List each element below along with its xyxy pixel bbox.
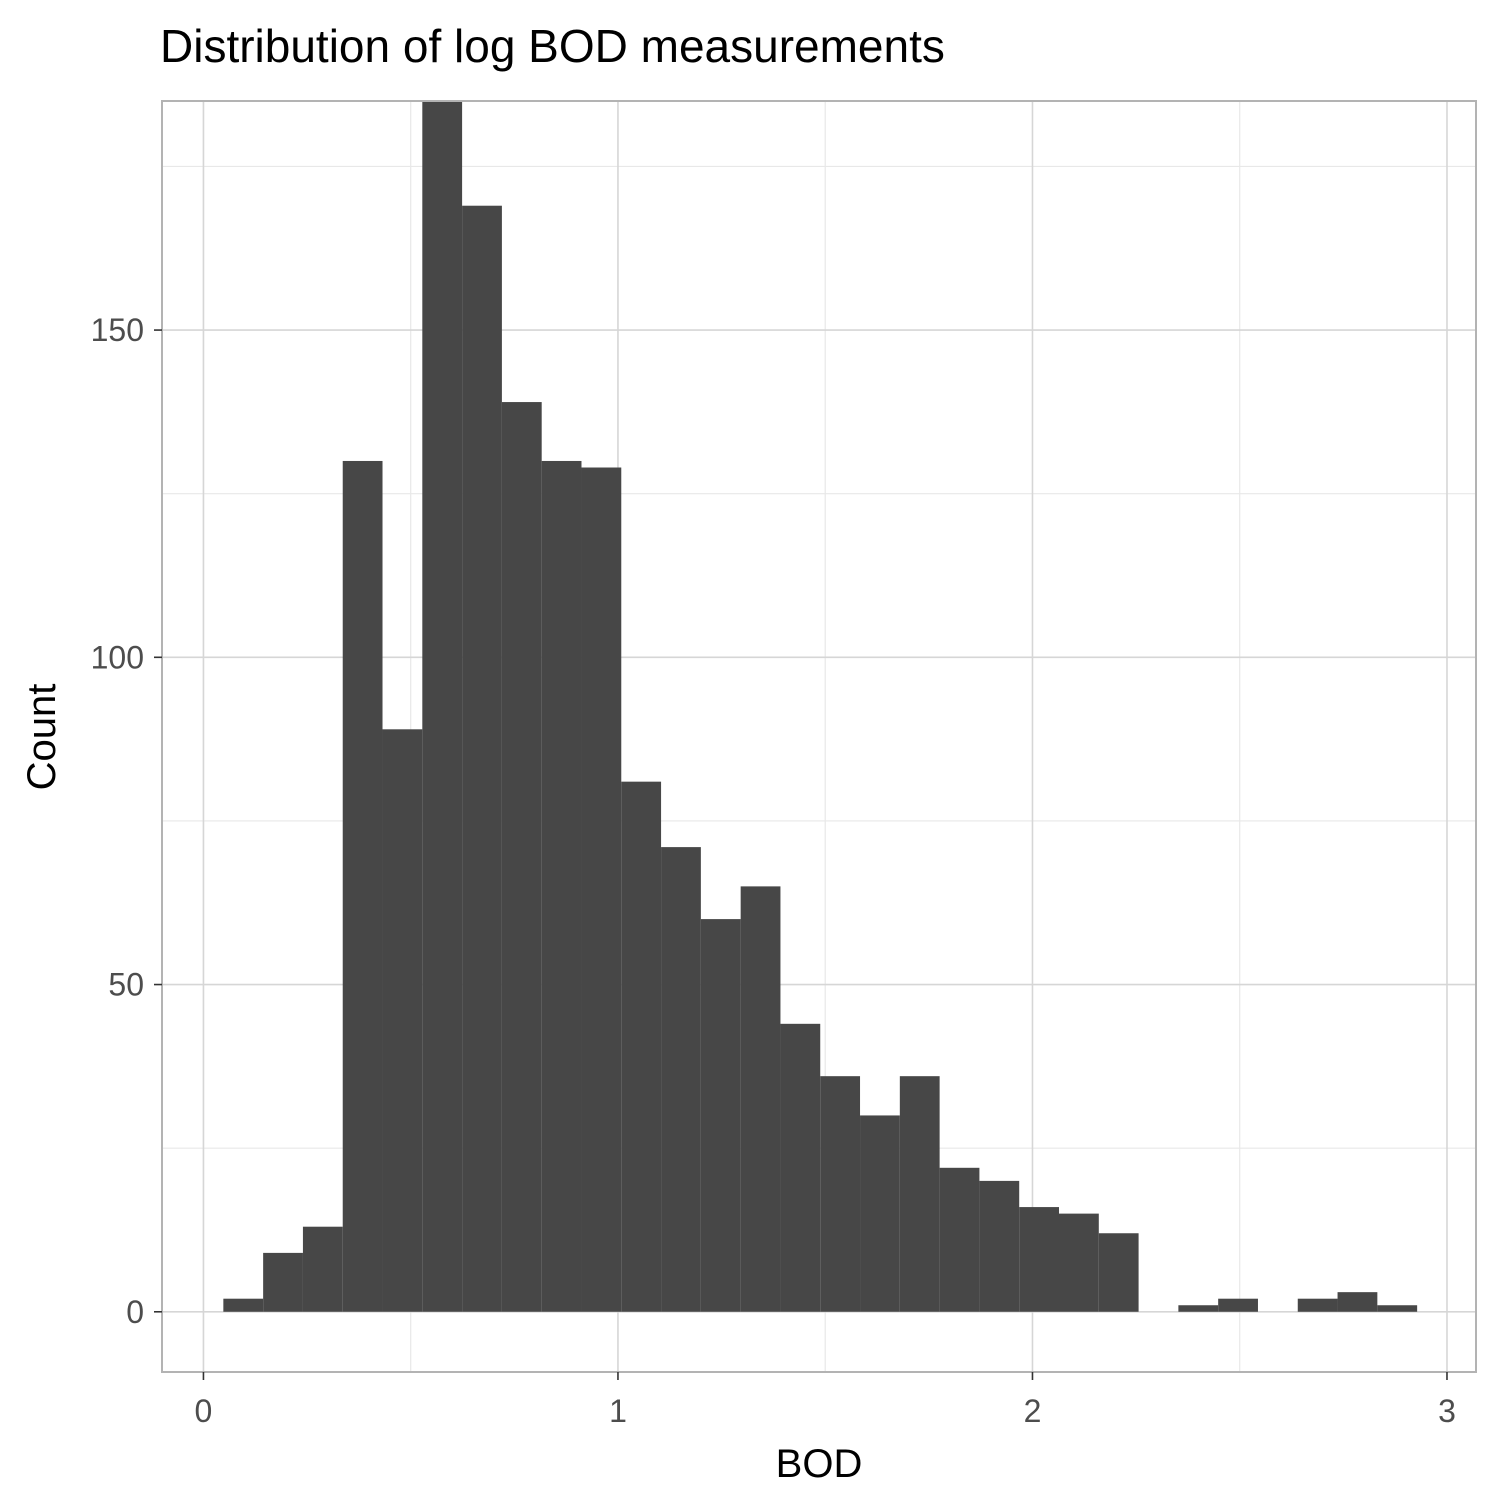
x-tick-label: 1 (609, 1393, 627, 1429)
histogram-bar (581, 467, 622, 1312)
histogram-bar (302, 1226, 343, 1312)
x-tick-label: 3 (1438, 1393, 1456, 1429)
histogram-bar (263, 1252, 303, 1312)
histogram-bar (342, 460, 383, 1312)
histogram-bar (860, 1115, 900, 1312)
histogram-bar (820, 1076, 861, 1312)
x-tick-label: 0 (195, 1393, 213, 1429)
y-tick-label: 150 (91, 312, 144, 348)
histogram-bar (740, 886, 781, 1312)
axis-ticks (154, 329, 1448, 1380)
histogram-bar (422, 101, 463, 1312)
histogram-bar (541, 460, 582, 1312)
histogram-bar (1019, 1207, 1060, 1312)
histogram-bar (462, 205, 502, 1312)
y-axis-title: Count (20, 684, 64, 791)
histogram-bar (382, 729, 423, 1312)
histogram-bar (1377, 1305, 1418, 1312)
histogram-bar (899, 1076, 940, 1312)
histogram-bar (1098, 1233, 1139, 1312)
histogram-bar (939, 1167, 980, 1312)
y-tick-label: 0 (126, 1294, 144, 1330)
histogram-bar (1178, 1305, 1219, 1312)
x-axis-title: BOD (776, 1442, 863, 1486)
histogram-bar (501, 402, 542, 1312)
tick-labels: 0 1 2 3 0 50 100 150 (91, 312, 1456, 1429)
histogram-bars (223, 101, 1418, 1312)
plot-panel-border (161, 100, 1477, 1373)
y-tick-label: 50 (108, 967, 144, 1003)
histogram-bar (700, 919, 741, 1312)
histogram-bar (1218, 1298, 1258, 1312)
x-tick-label: 2 (1024, 1393, 1042, 1429)
y-tick-label: 100 (91, 639, 144, 675)
histogram-bar (1059, 1213, 1099, 1312)
histogram-bar (979, 1180, 1020, 1312)
histogram-bar (780, 1023, 821, 1312)
histogram-bar (1337, 1292, 1378, 1312)
histogram-bar (621, 781, 662, 1312)
histogram-bar (223, 1298, 264, 1312)
chart-title: Distribution of log BOD measurements (160, 20, 945, 72)
histogram-bar (1297, 1298, 1338, 1312)
histogram-bar (661, 847, 701, 1312)
